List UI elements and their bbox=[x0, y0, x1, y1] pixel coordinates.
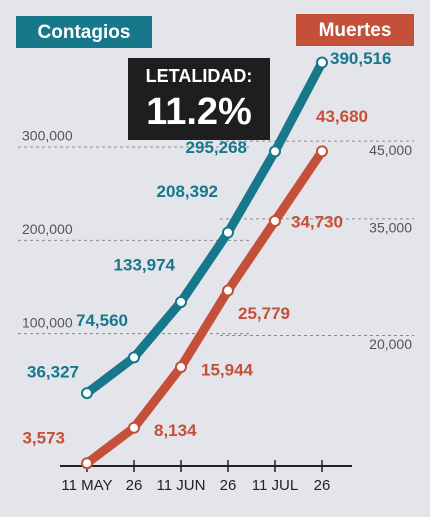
point bbox=[81, 457, 93, 470]
annotation-box bbox=[128, 58, 270, 140]
y-tick-label: 300,000 bbox=[22, 128, 73, 144]
value-label: 133,974 bbox=[114, 255, 176, 274]
point bbox=[269, 214, 281, 227]
point bbox=[175, 295, 187, 308]
point bbox=[81, 387, 93, 400]
x-tick-label: 11 MAY bbox=[61, 477, 112, 494]
value-label: 8,134 bbox=[154, 421, 197, 440]
line bbox=[82, 58, 327, 398]
value-label: 25,779 bbox=[238, 304, 290, 323]
point bbox=[222, 284, 234, 297]
value-label: 43,680 bbox=[316, 107, 368, 126]
point bbox=[222, 226, 234, 239]
y2-tick-label: 35,000 bbox=[369, 220, 412, 236]
x-tick-label: 11 JUN bbox=[157, 477, 206, 494]
point bbox=[269, 145, 281, 158]
y2-tick-label: 45,000 bbox=[369, 142, 412, 158]
grid: 100,000 200,000 300,000 20,000 35,000 45,000 bbox=[18, 128, 414, 352]
annotation: LETALIDAD: bbox=[146, 66, 253, 86]
y2-tick-label: 20,000 bbox=[369, 336, 412, 352]
legend-label: Contagios bbox=[38, 22, 131, 43]
value-label: 208,392 bbox=[157, 182, 218, 201]
value-label: 36,327 bbox=[27, 363, 79, 382]
legend-box bbox=[16, 16, 152, 48]
y-tick-label: 200,000 bbox=[22, 221, 73, 237]
value-label: 295,268 bbox=[186, 138, 247, 157]
point bbox=[128, 421, 140, 434]
x-tick-label: 11 JUL bbox=[252, 477, 298, 494]
annotation: 11.2% bbox=[146, 91, 252, 133]
value-label: 74,560 bbox=[76, 311, 128, 330]
point bbox=[128, 351, 140, 364]
x-tick-label: 26 bbox=[220, 477, 237, 494]
value-label: 3,573 bbox=[22, 429, 65, 448]
point bbox=[175, 361, 187, 374]
y-tick-label: 100,000 bbox=[22, 314, 73, 330]
value-label: 15,944 bbox=[201, 361, 254, 380]
point bbox=[316, 56, 328, 69]
point bbox=[316, 145, 328, 158]
value-label: 34,730 bbox=[291, 212, 343, 231]
value-label: 390,516 bbox=[330, 49, 391, 68]
legend-box bbox=[296, 14, 414, 46]
legend-label: Muertes bbox=[319, 20, 392, 41]
x-tick-label: 26 bbox=[314, 477, 331, 494]
line bbox=[82, 146, 327, 468]
x-tick-label: 26 bbox=[126, 477, 143, 494]
